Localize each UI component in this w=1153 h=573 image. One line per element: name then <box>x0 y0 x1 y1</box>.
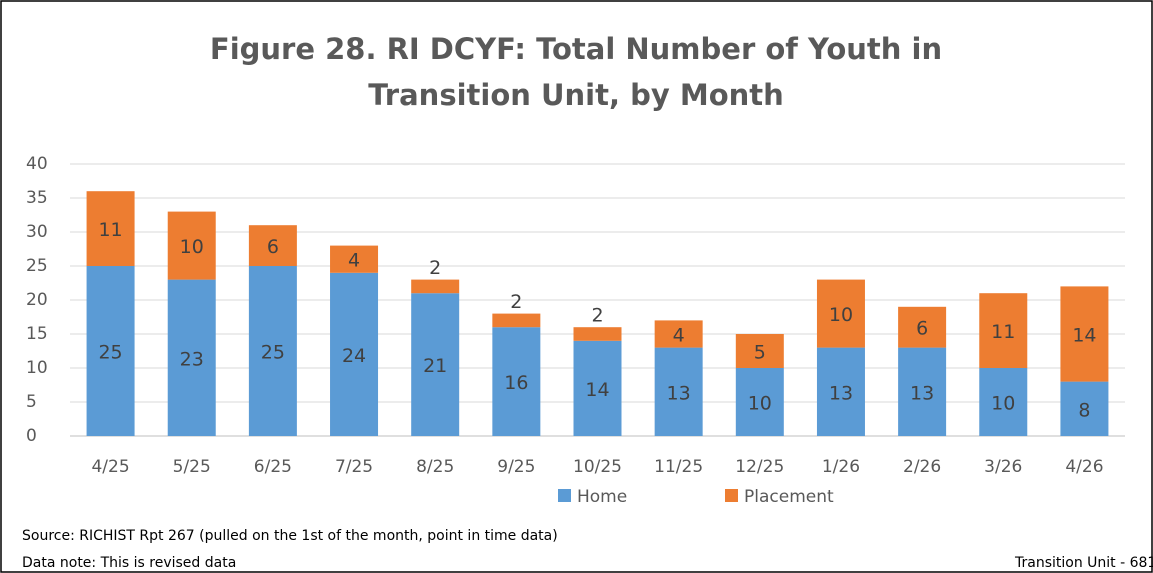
y-tick-label: 0 <box>26 426 37 446</box>
x-tick-label: 1/26 <box>822 457 860 477</box>
legend-label: Home <box>577 487 627 507</box>
data-label: 25 <box>98 342 122 364</box>
bar-segment <box>86 191 135 266</box>
data-label: 16 <box>504 372 528 394</box>
data-label: 5 <box>754 342 766 364</box>
y-tick-label: 5 <box>26 392 37 412</box>
data-label: 14 <box>585 379 609 401</box>
x-tick-label: 3/26 <box>984 457 1022 477</box>
bar-segment <box>1060 381 1109 436</box>
x-tick-label: 8/25 <box>416 457 454 477</box>
data-label: 2 <box>510 291 522 313</box>
bar-segment <box>654 347 703 436</box>
bar-segment <box>573 327 622 341</box>
x-tick-label: 12/25 <box>735 457 784 477</box>
chart-title: Transition Unit, by Month <box>368 78 784 112</box>
y-tick-label: 20 <box>26 290 48 310</box>
bar-segment <box>1060 286 1109 382</box>
data-label: 13 <box>910 382 934 404</box>
legend-swatch <box>558 489 571 502</box>
data-label: 10 <box>748 393 772 415</box>
x-tick-label: 10/25 <box>573 457 622 477</box>
bar-segment <box>330 272 379 436</box>
bar-segment <box>816 279 865 348</box>
data-label: 6 <box>916 318 928 340</box>
data-label: 23 <box>180 348 204 370</box>
data-label: 24 <box>342 345 366 367</box>
x-tick-label: 7/25 <box>335 457 373 477</box>
data-label: 4 <box>348 250 360 272</box>
data-label: 10 <box>991 393 1015 415</box>
bar-segment <box>492 313 541 328</box>
data-label: 11 <box>98 219 122 241</box>
bar-segment <box>248 225 297 266</box>
data-label: 13 <box>829 382 853 404</box>
bar-segment <box>898 306 947 348</box>
data-label: 2 <box>429 257 441 279</box>
data-label: 14 <box>1072 325 1096 347</box>
data-label: 8 <box>1078 399 1090 421</box>
data-label: 11 <box>991 321 1015 343</box>
bar-segment <box>248 266 297 436</box>
bar-segment <box>411 279 460 294</box>
x-tick-label: 2/26 <box>903 457 941 477</box>
bar-segment <box>735 334 784 368</box>
bar-segment <box>573 340 622 436</box>
bar-segment <box>167 279 216 436</box>
bar-segment <box>411 293 460 436</box>
data-label: 2 <box>591 305 603 327</box>
y-tick-label: 30 <box>26 222 48 242</box>
x-tick-label: 4/26 <box>1065 457 1103 477</box>
data-label: 4 <box>673 325 685 347</box>
bar-segment <box>330 245 379 273</box>
data-label: 10 <box>180 236 204 258</box>
x-tick-label: 4/25 <box>91 457 129 477</box>
bar-segment <box>492 327 541 436</box>
y-tick-label: 15 <box>26 324 48 344</box>
y-tick-label: 25 <box>26 256 48 276</box>
x-tick-label: 6/25 <box>254 457 292 477</box>
bar-segment <box>898 347 947 436</box>
footer-note: Transition Unit - 681 <box>1014 555 1153 571</box>
bar-segment <box>816 347 865 436</box>
bar-segment <box>979 368 1028 436</box>
source-note: Source: RICHIST Rpt 267 (pulled on the 1… <box>22 528 558 544</box>
data-label: 13 <box>667 382 691 404</box>
y-tick-label: 35 <box>26 188 48 208</box>
x-tick-label: 11/25 <box>654 457 703 477</box>
data-label: 10 <box>829 304 853 326</box>
y-tick-label: 10 <box>26 358 48 378</box>
data-note: Data note: This is revised data <box>22 555 236 571</box>
bar-segment <box>86 266 135 436</box>
x-tick-label: 5/25 <box>173 457 211 477</box>
legend-swatch <box>725 489 738 502</box>
bar-segment <box>735 368 784 436</box>
bar-segment <box>979 293 1028 368</box>
data-label: 6 <box>267 236 279 258</box>
y-tick-label: 40 <box>26 154 48 174</box>
x-tick-label: 9/25 <box>497 457 535 477</box>
data-label: 21 <box>423 355 447 377</box>
legend-label: Placement <box>744 487 834 507</box>
chart-title: Figure 28. RI DCYF: Total Number of Yout… <box>210 32 942 66</box>
bar-segment <box>654 320 703 348</box>
bar-segment <box>167 211 216 280</box>
data-label: 25 <box>261 342 285 364</box>
